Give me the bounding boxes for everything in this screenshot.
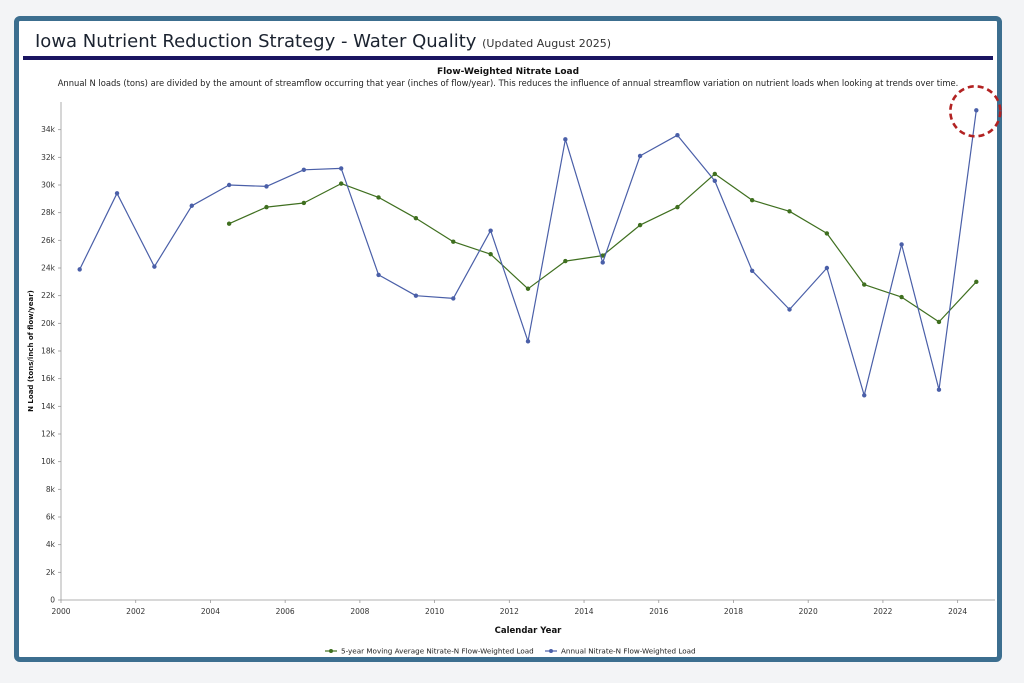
data-point-annual xyxy=(637,153,643,159)
legend-marker-moving-avg xyxy=(329,649,333,653)
chart-title: Flow-Weighted Nitrate Load xyxy=(436,67,580,77)
data-point-annual xyxy=(413,293,419,298)
data-point-annual xyxy=(488,228,493,233)
header-divider xyxy=(23,56,993,60)
y-tick-label: 34k xyxy=(41,125,56,134)
legend-marker-annual xyxy=(549,649,553,653)
data-point-moving_avg xyxy=(936,319,942,325)
data-point-moving_avg xyxy=(413,216,419,221)
y-tick-label: 20k xyxy=(41,319,56,328)
data-point-annual xyxy=(675,133,680,138)
data-point-moving_avg xyxy=(974,279,979,285)
data-point-annual xyxy=(525,339,531,344)
x-tick-label: 2002 xyxy=(126,607,145,616)
x-tick-label: 2004 xyxy=(201,607,220,616)
x-tick-label: 2006 xyxy=(276,607,295,616)
legend-label-moving-avg: 5-year Moving Average Nitrate-N Flow-Wei… xyxy=(341,647,534,656)
data-point-moving_avg xyxy=(712,171,717,177)
data-point-annual xyxy=(226,182,232,188)
data-point-annual xyxy=(114,191,120,196)
data-point-moving_avg xyxy=(451,239,456,244)
data-point-moving_avg xyxy=(675,204,680,210)
data-point-annual xyxy=(451,296,456,301)
y-tick-label: 16k xyxy=(41,374,56,383)
x-tick-label: 2022 xyxy=(873,607,892,616)
y-axis-title: N Load (tons/inch of flow/year) xyxy=(27,290,35,412)
y-tick-label: 30k xyxy=(41,181,56,190)
y-tick-label: 12k xyxy=(41,430,56,439)
page-title-text: Iowa Nutrient Reduction Strategy - Water… xyxy=(35,31,477,52)
data-point-annual xyxy=(339,166,344,171)
data-point-annual xyxy=(749,268,755,273)
data-point-annual xyxy=(152,264,157,269)
x-axis-title: Calendar Year xyxy=(495,626,563,636)
series-line-annual xyxy=(79,110,977,396)
series-line-moving_avg xyxy=(228,173,977,323)
data-point-moving_avg xyxy=(600,253,605,258)
data-point-moving_avg xyxy=(301,200,307,206)
data-point-moving_avg xyxy=(376,195,381,200)
y-tick-label: 18k xyxy=(41,347,56,356)
data-point-annual xyxy=(77,267,82,272)
data-point-annual xyxy=(189,203,194,208)
data-point-annual xyxy=(974,108,979,113)
y-tick-label: 2k xyxy=(46,568,56,577)
y-tick-label: 22k xyxy=(41,291,56,300)
chart-frame: Iowa Nutrient Reduction Strategy - Water… xyxy=(14,16,1002,662)
data-point-moving_avg xyxy=(824,231,830,236)
y-tick-label: 32k xyxy=(41,153,56,162)
y-tick-label: 26k xyxy=(41,236,56,245)
y-tick-label: 10k xyxy=(41,457,56,466)
data-point-annual xyxy=(264,184,269,189)
chart-subtitle: Annual N loads (tons) are divided by the… xyxy=(57,78,959,88)
x-tick-label: 2014 xyxy=(574,607,593,616)
data-point-annual xyxy=(712,178,717,184)
highlight-circle-annotation xyxy=(949,85,1002,138)
data-point-annual xyxy=(936,387,942,392)
data-point-moving_avg xyxy=(488,251,493,257)
x-tick-label: 2024 xyxy=(948,607,967,616)
x-tick-label: 2012 xyxy=(500,607,519,616)
y-tick-label: 8k xyxy=(46,485,56,494)
y-tick-label: 6k xyxy=(46,513,56,522)
x-tick-label: 2000 xyxy=(51,607,70,616)
data-point-annual xyxy=(600,260,605,265)
legend-label-annual: Annual Nitrate-N Flow-Weighted Load xyxy=(561,647,696,656)
y-tick-label: 4k xyxy=(46,540,56,549)
data-point-moving_avg xyxy=(339,181,344,186)
data-point-moving_avg xyxy=(525,286,531,291)
data-point-moving_avg xyxy=(862,282,867,287)
data-point-annual xyxy=(824,265,830,271)
y-tick-label: 14k xyxy=(41,402,56,411)
y-tick-label: 0 xyxy=(50,596,55,605)
data-point-annual xyxy=(787,307,792,312)
x-tick-label: 2010 xyxy=(425,607,444,616)
data-point-moving_avg xyxy=(226,221,232,226)
data-point-moving_avg xyxy=(749,198,755,203)
data-point-annual xyxy=(301,167,307,172)
data-point-moving_avg xyxy=(637,222,643,228)
x-tick-label: 2016 xyxy=(649,607,668,616)
data-point-moving_avg xyxy=(563,258,568,264)
y-tick-label: 28k xyxy=(41,208,56,217)
data-point-moving_avg xyxy=(787,209,792,214)
data-point-annual xyxy=(899,242,904,247)
data-point-moving_avg xyxy=(264,204,269,210)
page-title: Iowa Nutrient Reduction Strategy - Water… xyxy=(35,31,611,52)
data-point-annual xyxy=(862,393,867,398)
data-point-annual xyxy=(376,272,381,278)
x-tick-label: 2018 xyxy=(724,607,743,616)
y-tick-label: 24k xyxy=(41,264,56,273)
x-tick-label: 2020 xyxy=(799,607,818,616)
data-point-annual xyxy=(563,137,568,142)
updated-note: (Updated August 2025) xyxy=(482,37,612,50)
data-point-moving_avg xyxy=(899,294,904,300)
x-tick-label: 2008 xyxy=(350,607,369,616)
